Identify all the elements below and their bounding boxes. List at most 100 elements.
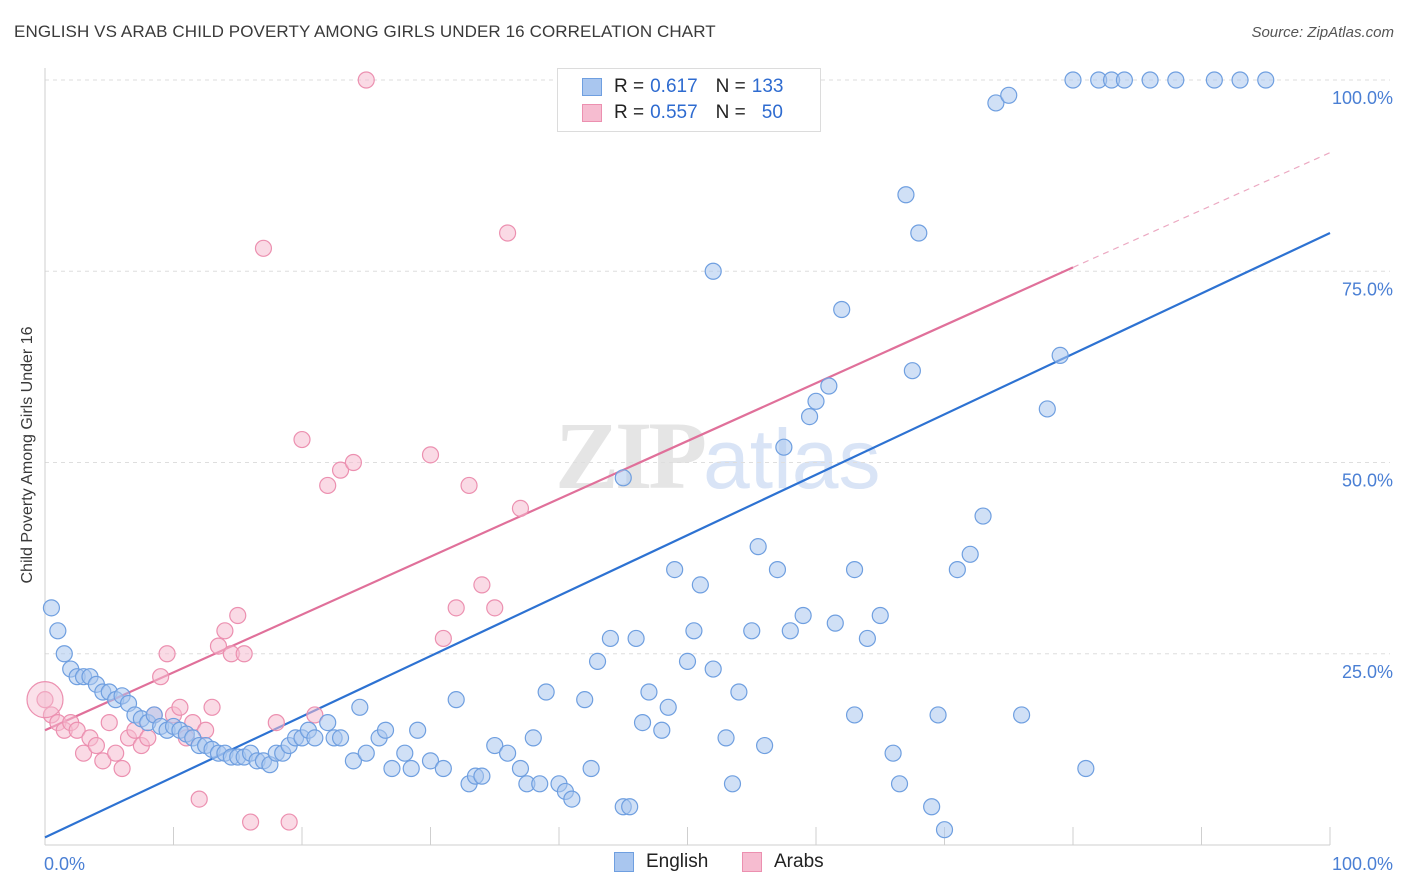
english-point: [357, 744, 375, 762]
english-point: [531, 775, 549, 793]
arabs-point: [235, 645, 253, 663]
bottom-legend-swatch-arabs: [742, 852, 762, 872]
arabs-point: [293, 430, 311, 449]
arabs-point: [280, 813, 298, 831]
english-point: [845, 706, 864, 724]
english-point: [704, 262, 722, 280]
arabs-point: [152, 668, 170, 686]
english-point: [717, 729, 735, 747]
english-point: [537, 683, 555, 701]
english-point: [755, 736, 774, 755]
english-point: [845, 560, 864, 579]
english-point: [1000, 86, 1018, 104]
english-point: [897, 186, 915, 204]
english-point: [948, 560, 966, 579]
english-point: [473, 767, 491, 785]
english-point: [1141, 71, 1159, 89]
english-point: [1077, 759, 1095, 778]
legend-english-r-value: 0.617: [650, 76, 698, 97]
english-point: [929, 706, 947, 724]
arabs-point: [434, 629, 452, 648]
english-point: [704, 660, 722, 678]
english-point: [42, 599, 61, 617]
arabs-point: [242, 813, 260, 831]
english-point: [1167, 71, 1185, 89]
watermark-zip: ZIP: [555, 402, 707, 509]
english-point: [55, 645, 73, 663]
english-point: [344, 752, 362, 770]
arabs-point: [331, 461, 350, 479]
legend-row-english: R = 0.617 N = 133: [582, 75, 789, 99]
legend-arabs-n-value: 50: [761, 102, 783, 123]
arabs-point: [158, 645, 176, 663]
arabs-point: [499, 224, 517, 242]
legend-arabs-r-label: R =: [614, 102, 645, 123]
arabs-point: [74, 744, 93, 762]
arabs-point: [87, 736, 106, 755]
english-point: [768, 560, 787, 579]
arabs-point: [216, 622, 234, 640]
english-point: [1064, 71, 1082, 89]
english-point: [396, 744, 414, 762]
english-point: [961, 545, 979, 563]
english-point: [306, 729, 324, 747]
arabs-point: [113, 759, 131, 778]
legend-swatch-arabs: [582, 104, 602, 122]
english-point: [319, 713, 337, 732]
english-point: [820, 377, 838, 395]
english-point: [775, 438, 793, 456]
arabs-point: [94, 752, 112, 770]
english-point: [614, 469, 632, 487]
english-point: [730, 683, 748, 701]
english-point: [1231, 71, 1249, 89]
x-tick-label: 0.0%: [44, 854, 85, 874]
english-point: [383, 759, 401, 778]
english-point: [781, 622, 799, 640]
bottom-legend-swatch-english: [614, 852, 634, 872]
bottom-legend-arabs: Arabs: [742, 851, 824, 873]
english-point: [890, 775, 909, 793]
arabs-point: [267, 713, 285, 732]
arabs-point: [486, 599, 504, 617]
x-tick-label: 100.0%: [1332, 854, 1393, 874]
y-tick-label: 75.0%: [1342, 279, 1393, 299]
english-point: [826, 614, 844, 632]
arabs-point: [460, 476, 478, 495]
axes: [44, 68, 1331, 846]
english-point: [1012, 706, 1031, 724]
grid-lines: [45, 79, 1390, 655]
english-point: [1257, 71, 1275, 89]
english-point: [903, 362, 921, 380]
english-point: [421, 752, 440, 770]
english-point: [621, 798, 639, 816]
english-point: [858, 629, 877, 648]
english-point: [402, 759, 420, 778]
english-point: [409, 721, 427, 739]
english-point: [974, 507, 992, 525]
english-point: [1205, 71, 1223, 89]
english-point: [910, 224, 928, 242]
english-point: [685, 622, 703, 640]
english-points: [42, 71, 1275, 839]
arabs-point: [36, 691, 54, 709]
arabs-point-large: [26, 681, 64, 719]
english-trend-line: [44, 232, 1331, 839]
legend-row-arabs: R = 0.557 N = 50: [582, 101, 789, 125]
english-point: [486, 736, 504, 755]
english-point: [871, 606, 889, 625]
legend: R = 0.617 N = 133 R = 0.557 N = 50: [557, 68, 821, 132]
english-point: [640, 683, 658, 701]
english-point: [1038, 400, 1056, 418]
english-point: [935, 821, 954, 839]
english-point: [1115, 71, 1134, 89]
arabs-point: [319, 476, 337, 495]
english-point: [601, 629, 620, 648]
arabs-point: [511, 499, 530, 517]
english-point: [743, 622, 761, 640]
english-point: [447, 691, 465, 709]
arabs-point: [190, 790, 208, 808]
english-point: [351, 698, 369, 716]
english-point: [794, 606, 812, 625]
legend-arabs-r-value: 0.557: [650, 102, 698, 123]
english-point: [331, 729, 350, 747]
